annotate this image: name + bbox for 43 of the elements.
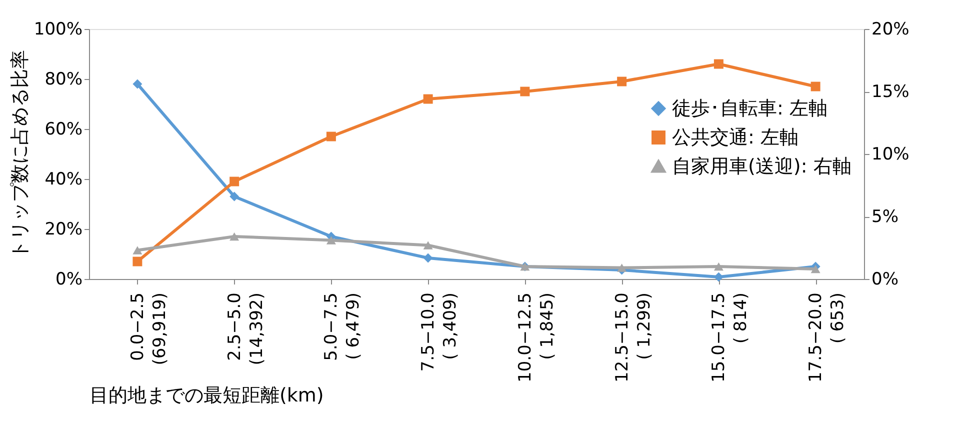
- x-axis-title: 目的地までの最短距離(km): [90, 384, 324, 406]
- y2-tick-label: 5%: [872, 207, 898, 227]
- y-axis-title: トリップ数に占める比率: [8, 50, 31, 259]
- point: [132, 246, 142, 254]
- point: [423, 253, 433, 263]
- point: [423, 241, 433, 250]
- y2-tick-label: 15%: [872, 82, 910, 102]
- y2-tick-label: 10%: [872, 144, 910, 164]
- y-tick-label: 80%: [44, 70, 82, 90]
- point: [810, 82, 820, 92]
- y-tick-label: 60%: [44, 120, 82, 140]
- point: [714, 59, 724, 69]
- point: [423, 94, 433, 104]
- point: [326, 236, 336, 244]
- point: [132, 256, 142, 266]
- point: [714, 272, 724, 282]
- point: [714, 262, 724, 271]
- point: [230, 192, 240, 202]
- y2-tick-label: 20%: [872, 20, 910, 40]
- legend-label: 徒歩･自転車: 左軸: [672, 98, 828, 120]
- y2-tick-label: 0%: [872, 270, 898, 290]
- point: [230, 176, 240, 186]
- y-tick-label: 40%: [44, 170, 82, 190]
- point: [617, 264, 627, 272]
- point: [326, 132, 336, 142]
- point: [617, 76, 627, 86]
- x-tick-label: 17.5−20.0 ( 653): [806, 292, 848, 382]
- legend-label: 公共交通: 左軸: [672, 126, 798, 148]
- point: [810, 264, 820, 274]
- x-tick-label: 5.0−7.5 ( 6,479): [322, 292, 364, 361]
- x-tick-label: 7.5−10.0 ( 3,409): [418, 292, 461, 372]
- x-tick-label: 15.0−17.5 ( 814): [709, 292, 752, 382]
- point: [132, 79, 142, 89]
- x-tick-label: 2.5−5.0 (14,392): [224, 292, 267, 366]
- point: [230, 232, 240, 241]
- point: [520, 86, 530, 96]
- legend-label: 自家用車(送迎): 右軸: [672, 156, 852, 178]
- y-tick-label: 20%: [44, 220, 82, 240]
- y-tick-label: 100%: [34, 20, 82, 40]
- y-tick-label: 0%: [56, 270, 82, 290]
- x-tick-label: 10.0−12.5 ( 1,845): [515, 292, 558, 382]
- x-tick-label: 12.5−15.0 ( 1,299): [612, 292, 654, 382]
- x-tick-label: 0.0−2.5 (69,919): [128, 292, 170, 366]
